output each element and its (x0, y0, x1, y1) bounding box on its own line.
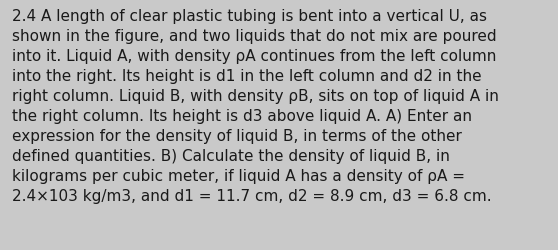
Text: 2.4 A length of clear plastic tubing is bent into a vertical U, as
shown in the : 2.4 A length of clear plastic tubing is … (12, 9, 499, 203)
